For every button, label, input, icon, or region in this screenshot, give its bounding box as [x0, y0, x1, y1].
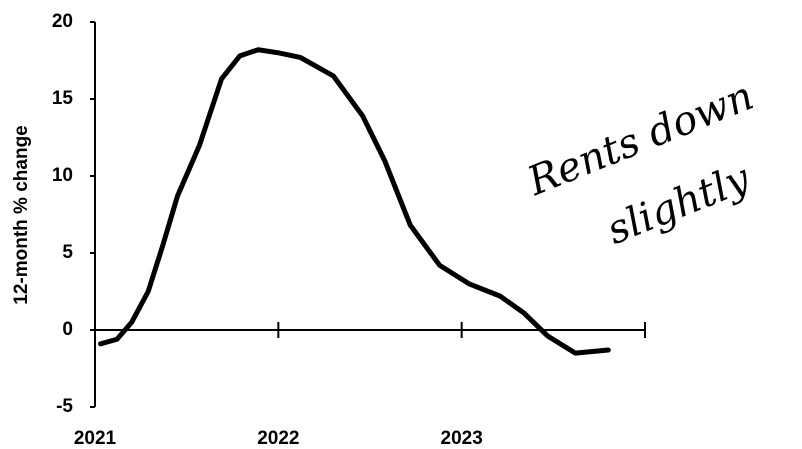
y-tick-label: 15 [52, 88, 74, 109]
x-tick-label: 2022 [257, 428, 299, 449]
y-tick-label: 5 [62, 242, 73, 263]
y-tick-label: 20 [52, 11, 73, 32]
line [98, 47, 611, 356]
y-tick-label: 10 [52, 165, 73, 186]
x-tick-label: 2021 [74, 428, 117, 449]
y-tick-label: 0 [62, 319, 73, 340]
y-axis-label: 12-month % change [11, 125, 32, 304]
y-tick-label: -5 [56, 396, 73, 417]
x-tick-label: 2023 [441, 428, 483, 449]
annotation: Rents down slightly [521, 73, 760, 254]
